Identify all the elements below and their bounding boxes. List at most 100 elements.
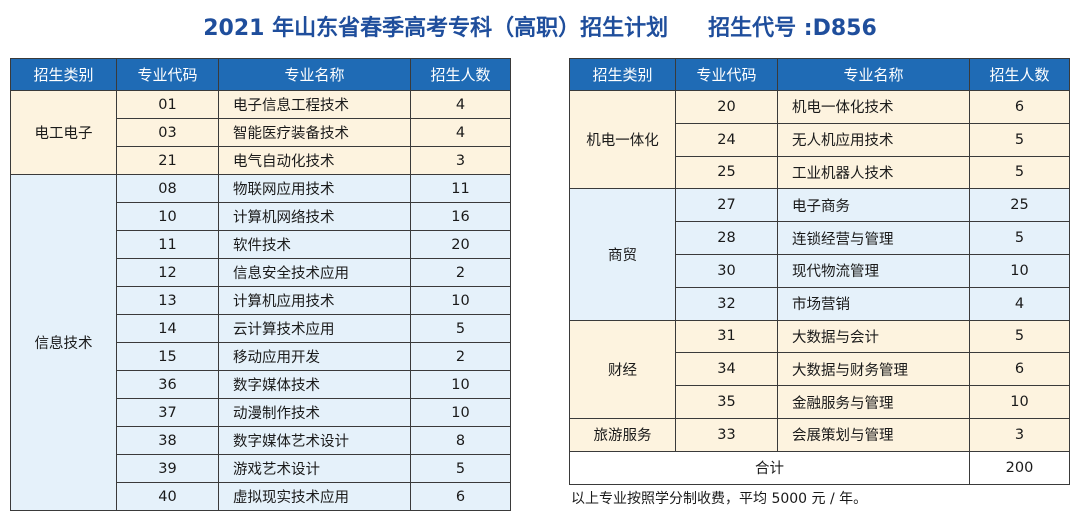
page-title: 2021 年山东省春季高考专科（高职）招生计划 招生代号 :D856 xyxy=(0,8,1080,44)
code-cell: 21 xyxy=(116,146,219,175)
total-value: 200 xyxy=(969,450,1070,485)
code-cell: 24 xyxy=(675,122,778,157)
code-cell: 08 xyxy=(116,174,219,203)
header-name: 专业名称 xyxy=(218,58,411,91)
category-cell: 电工电子 xyxy=(10,90,117,175)
name-cell: 市场营销 xyxy=(777,286,970,321)
count-cell: 4 xyxy=(410,118,511,147)
category-cell: 机电一体化 xyxy=(569,89,676,190)
header-name: 专业名称 xyxy=(777,58,970,91)
table-row: 40 虚拟现实技术应用 6 xyxy=(11,482,511,511)
code-cell: 39 xyxy=(116,454,219,483)
name-cell: 电气自动化技术 xyxy=(218,146,411,175)
code-cell: 32 xyxy=(675,286,778,321)
left-enrollment-table: 招生类别 专业代码 专业名称 招生人数 电工电子 01 电子信息工程技术 4 03 智能医… xyxy=(10,58,511,511)
name-cell: 数字媒体技术 xyxy=(218,370,411,399)
header-code: 专业代码 xyxy=(116,58,219,91)
name-cell: 电子商务 xyxy=(777,188,970,223)
code-cell: 11 xyxy=(116,230,219,259)
count-cell: 10 xyxy=(969,385,1070,419)
left-header-row: 招生类别 专业代码 专业名称 招生人数 xyxy=(10,58,511,91)
table-row: 25 工业机器人技术 5 xyxy=(570,155,1070,190)
count-cell: 5 xyxy=(410,314,511,343)
table-row: 03 智能医疗装备技术 4 xyxy=(11,118,511,147)
code-cell: 38 xyxy=(116,426,219,455)
category-cell: 商贸 xyxy=(569,188,676,321)
code-cell: 30 xyxy=(675,253,778,288)
count-cell: 3 xyxy=(410,146,511,175)
code-cell: 12 xyxy=(116,258,219,287)
code-cell: 37 xyxy=(116,398,219,427)
category-cell: 信息技术 xyxy=(10,174,117,511)
name-cell: 云计算技术应用 xyxy=(218,314,411,343)
title-code: 招生代号 :D856 xyxy=(708,16,877,41)
header-count: 招生人数 xyxy=(410,58,511,91)
name-cell: 数字媒体艺术设计 xyxy=(218,426,411,455)
name-cell: 现代物流管理 xyxy=(777,253,970,288)
code-cell: 31 xyxy=(675,319,778,354)
name-cell: 会展策划与管理 xyxy=(777,417,970,452)
code-cell: 14 xyxy=(116,314,219,343)
header-category: 招生类别 xyxy=(569,58,676,91)
name-cell: 连锁经营与管理 xyxy=(777,221,970,255)
total-label: 合计 xyxy=(569,450,970,485)
table-row: 电工电子 01 电子信息工程技术 4 xyxy=(10,90,511,175)
name-cell: 移动应用开发 xyxy=(218,342,411,371)
right-enrollment-table: 招生类别 专业代码 专业名称 招生人数 机电一体化 20 机电一体化技术 6 24 无人机… xyxy=(569,58,1070,485)
table-row: 24 无人机应用技术 5 xyxy=(570,122,1070,157)
table-row: 35 金融服务与管理 10 xyxy=(570,385,1070,419)
table-row: 37 动漫制作技术 10 xyxy=(11,398,511,427)
name-cell: 软件技术 xyxy=(218,230,411,259)
count-cell: 2 xyxy=(410,342,511,371)
header-category: 招生类别 xyxy=(10,58,117,91)
count-cell: 20 xyxy=(410,230,511,259)
count-cell: 11 xyxy=(410,174,511,203)
count-cell: 10 xyxy=(410,398,511,427)
table-row: 10 计算机网络技术 16 xyxy=(11,202,511,231)
count-cell: 4 xyxy=(410,90,511,119)
category-cell: 旅游服务 xyxy=(569,417,676,452)
table-row: 旅游服务 33 会展策划与管理 3 xyxy=(569,417,1070,452)
name-cell: 电子信息工程技术 xyxy=(218,90,411,119)
code-cell: 15 xyxy=(116,342,219,371)
count-cell: 6 xyxy=(410,482,511,511)
header-count: 招生人数 xyxy=(969,58,1070,91)
code-cell: 40 xyxy=(116,482,219,511)
code-cell: 10 xyxy=(116,202,219,231)
name-cell: 计算机网络技术 xyxy=(218,202,411,231)
name-cell: 工业机器人技术 xyxy=(777,155,970,190)
name-cell: 大数据与会计 xyxy=(777,319,970,354)
code-cell: 25 xyxy=(675,155,778,190)
code-cell: 33 xyxy=(675,417,778,452)
code-cell: 13 xyxy=(116,286,219,315)
table-row: 13 计算机应用技术 10 xyxy=(11,286,511,315)
table-row: 商贸 27 电子商务 25 xyxy=(569,188,1070,321)
count-cell: 3 xyxy=(969,417,1070,452)
count-cell: 6 xyxy=(969,90,1070,124)
count-cell: 10 xyxy=(410,370,511,399)
name-cell: 虚拟现实技术应用 xyxy=(218,482,411,511)
name-cell: 物联网应用技术 xyxy=(218,174,411,203)
code-cell: 36 xyxy=(116,370,219,399)
name-cell: 计算机应用技术 xyxy=(218,286,411,315)
table-row: 32 市场营销 4 xyxy=(570,286,1070,321)
name-cell: 动漫制作技术 xyxy=(218,398,411,427)
name-cell: 游戏艺术设计 xyxy=(218,454,411,483)
count-cell: 2 xyxy=(410,258,511,287)
header-code: 专业代码 xyxy=(675,58,778,91)
count-cell: 4 xyxy=(969,286,1070,321)
table-row: 信息技术 08 物联网应用技术 11 xyxy=(10,174,511,511)
code-cell: 20 xyxy=(675,90,778,124)
right-header-row: 招生类别 专业代码 专业名称 招生人数 xyxy=(569,58,1070,91)
name-cell: 金融服务与管理 xyxy=(777,385,970,419)
count-cell: 5 xyxy=(969,155,1070,190)
code-cell: 28 xyxy=(675,221,778,255)
code-cell: 01 xyxy=(116,90,219,119)
name-cell: 大数据与财务管理 xyxy=(777,352,970,387)
name-cell: 机电一体化技术 xyxy=(777,90,970,124)
count-cell: 10 xyxy=(969,253,1070,288)
table-row: 11 软件技术 20 xyxy=(11,230,511,259)
table-row: 12 信息安全技术应用 2 xyxy=(11,258,511,287)
code-cell: 34 xyxy=(675,352,778,387)
count-cell: 6 xyxy=(969,352,1070,387)
